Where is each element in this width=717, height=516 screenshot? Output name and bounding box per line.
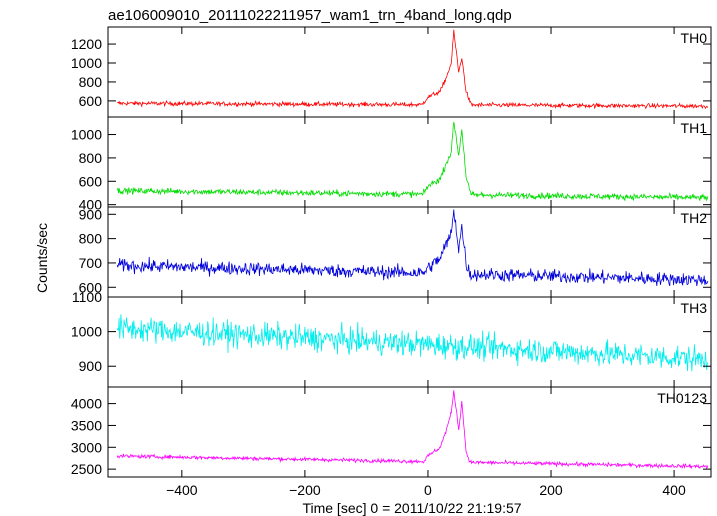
y-tick-label: 1000 — [71, 324, 102, 340]
panel-th2: TH2 600 700 800 900 — [79, 206, 712, 298]
panel-label: TH0123 — [657, 390, 707, 406]
y-tick-label: 800 — [79, 231, 103, 247]
panel-th3: TH3 900 1000 1100 — [71, 289, 712, 388]
series-line-th0123 — [116, 390, 709, 470]
x-tick-label: 200 — [539, 482, 563, 498]
y-tick-label: 600 — [79, 279, 103, 295]
panel-th0123: TH0123 2500 3000 3500 4000 — [71, 386, 712, 478]
panel-th0: TH0 600 800 1000 1200 — [71, 26, 712, 118]
y-tick-label: 700 — [79, 255, 103, 271]
y-tick-label: 3000 — [71, 439, 102, 455]
series-line-th1 — [116, 121, 709, 202]
y-tick-label: 1000 — [71, 127, 102, 143]
x-tick-label: −400 — [166, 482, 198, 498]
y-tick-label: 400 — [79, 197, 103, 213]
x-axis: −400 −200 0 200 400 — [166, 482, 686, 498]
panel-label: TH0 — [681, 30, 708, 46]
y-tick-label: 1200 — [71, 36, 102, 52]
y-tick-label: 2500 — [71, 461, 102, 477]
series-line-th3 — [116, 314, 709, 372]
y-tick-label: 3500 — [71, 417, 102, 433]
y-axis-label: Counts/sec — [34, 223, 50, 293]
y-tick-label: 900 — [79, 206, 103, 222]
series-line-th0 — [117, 29, 709, 110]
y-tick-label: 4000 — [71, 396, 102, 412]
x-tick-label: 400 — [662, 482, 686, 498]
panels: TH0 600 800 1000 1200 TH1 400 600 800 1000 TH2 600 7… — [71, 26, 712, 478]
x-axis-label: Time [sec] 0 = 2011/10/22 21:19:57 — [302, 500, 521, 516]
panel-th1: TH1 400 600 800 1000 — [71, 116, 712, 213]
panel-frame — [107, 386, 712, 478]
y-tick-label: 1100 — [72, 289, 102, 305]
y-tick-label: 1000 — [71, 55, 102, 71]
panel-label: TH2 — [681, 210, 708, 226]
panel-label: TH3 — [681, 300, 708, 316]
chart-title: ae106009010_20111022211957_wam1_trn_4ban… — [108, 7, 512, 24]
y-tick-label: 800 — [79, 150, 103, 166]
panel-frame — [107, 206, 712, 298]
y-tick-label: 800 — [79, 74, 103, 90]
series-line-th2 — [116, 209, 709, 287]
panel-label: TH1 — [681, 120, 708, 136]
y-tick-label: 900 — [79, 358, 103, 374]
panel-frame — [107, 296, 712, 388]
x-tick-label: 0 — [424, 482, 432, 498]
y-tick-label: 600 — [79, 93, 103, 109]
y-tick-label: 600 — [79, 173, 103, 189]
x-tick-label: −200 — [289, 482, 321, 498]
